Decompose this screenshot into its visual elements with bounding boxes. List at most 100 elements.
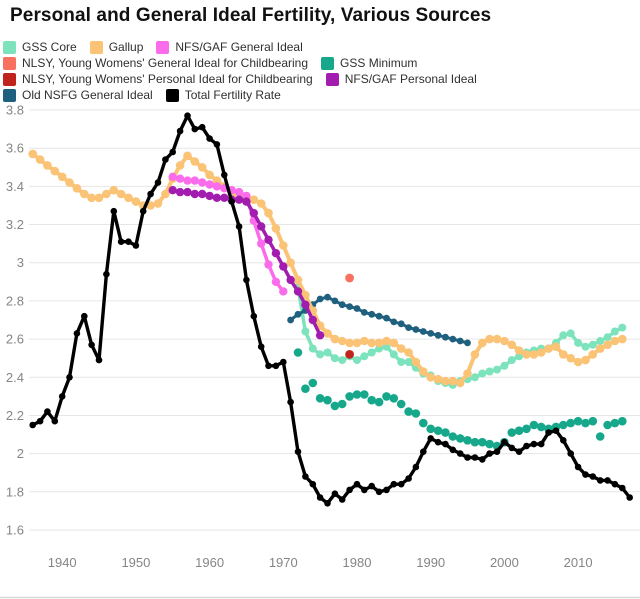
data-point: [574, 338, 583, 347]
data-point: [588, 340, 597, 349]
data-point: [147, 190, 154, 198]
legend-item: GSS Minimum: [321, 56, 417, 70]
data-point: [523, 442, 530, 450]
data-point: [479, 456, 486, 463]
x-axis-tick-label: 1950: [121, 555, 150, 570]
data-point: [346, 486, 353, 494]
data-point: [478, 338, 487, 348]
data-point: [87, 193, 96, 203]
data-point: [28, 149, 37, 159]
y-axis-tick-label: 3.6: [6, 141, 24, 156]
y-axis-tick-label: 3.2: [6, 217, 24, 232]
data-point: [434, 331, 442, 339]
data-point: [573, 416, 583, 426]
data-point: [522, 350, 531, 359]
data-point: [331, 490, 339, 498]
data-point: [442, 333, 449, 341]
legend-label: NFS/GAF General Ideal: [175, 40, 303, 54]
data-point: [95, 356, 103, 364]
data-point: [301, 384, 310, 394]
data-point: [345, 392, 354, 401]
x-axis: 1940 1950 1960 1970 1980 1990 2000 2010: [48, 555, 593, 570]
data-point: [581, 418, 590, 428]
series-gallup: [28, 149, 627, 388]
legend-item: NFS/GAF General Ideal: [156, 40, 303, 54]
data-point: [588, 416, 598, 426]
data-point: [308, 378, 318, 388]
data-point: [536, 348, 546, 357]
data-point: [500, 336, 509, 346]
data-point: [353, 480, 361, 488]
data-point: [626, 494, 633, 501]
data-point: [183, 187, 192, 197]
data-point: [264, 260, 273, 269]
y-axis-tick-label: 2.2: [6, 408, 24, 423]
data-point: [501, 438, 508, 446]
data-point: [397, 480, 405, 488]
data-point: [485, 367, 494, 376]
data-point: [411, 357, 421, 367]
data-point: [271, 224, 281, 233]
data-point: [287, 398, 294, 406]
data-point: [264, 208, 273, 218]
data-point: [249, 195, 259, 204]
data-point: [493, 448, 501, 456]
legend-row: NLSY, Young Womens' Personal Ideal for C…: [3, 71, 490, 87]
data-point: [559, 350, 568, 359]
data-point: [175, 174, 185, 183]
legend-label: Gallup: [108, 40, 144, 54]
data-point: [589, 473, 597, 480]
data-point: [529, 350, 539, 359]
data-point: [470, 350, 480, 359]
data-point: [190, 157, 200, 166]
data-point: [397, 358, 406, 366]
data-point: [146, 201, 155, 210]
data-point: [294, 448, 302, 456]
data-point: [301, 300, 310, 309]
data-point: [65, 178, 74, 187]
data-point: [337, 336, 347, 346]
data-point: [374, 338, 384, 348]
data-point: [448, 432, 458, 441]
data-point: [367, 395, 377, 405]
data-point: [595, 344, 605, 353]
data-point: [514, 346, 524, 355]
legend-label: Total Fertility Rate: [184, 88, 281, 102]
data-point: [198, 123, 206, 131]
data-point: [478, 437, 487, 447]
data-point: [221, 171, 228, 179]
legend-swatch: [156, 40, 170, 54]
data-point: [464, 454, 471, 461]
data-point: [242, 197, 251, 206]
data-point: [596, 477, 604, 484]
legend-item: Total Fertility Rate: [165, 88, 281, 102]
data-point: [486, 450, 493, 457]
chart-title: Personal and General Ideal Fertility, Va…: [10, 5, 492, 26]
data-point: [375, 488, 383, 496]
legend-row: NLSY, Young Womens' General Ideal for Ch…: [3, 55, 490, 71]
data-point: [383, 486, 390, 494]
data-point: [154, 179, 162, 186]
x-axis-tick-label: 1970: [269, 555, 298, 570]
data-point: [205, 170, 214, 180]
y-axis-tick-label: 2: [17, 446, 24, 461]
data-point: [243, 276, 250, 284]
data-point: [603, 340, 612, 350]
data-point: [610, 327, 619, 336]
legend-swatch: [3, 56, 16, 70]
data-point: [368, 310, 376, 318]
data-point: [279, 241, 288, 250]
data-point: [337, 399, 347, 409]
data-point: [412, 326, 420, 333]
data-point: [560, 437, 567, 444]
data-point: [308, 315, 317, 325]
y-axis-tick-label: 3.4: [6, 179, 24, 194]
data-point: [566, 418, 575, 428]
data-point: [433, 374, 443, 384]
data-point: [618, 323, 627, 332]
data-point: [301, 327, 310, 336]
data-point: [456, 337, 464, 345]
data-point: [190, 176, 199, 185]
